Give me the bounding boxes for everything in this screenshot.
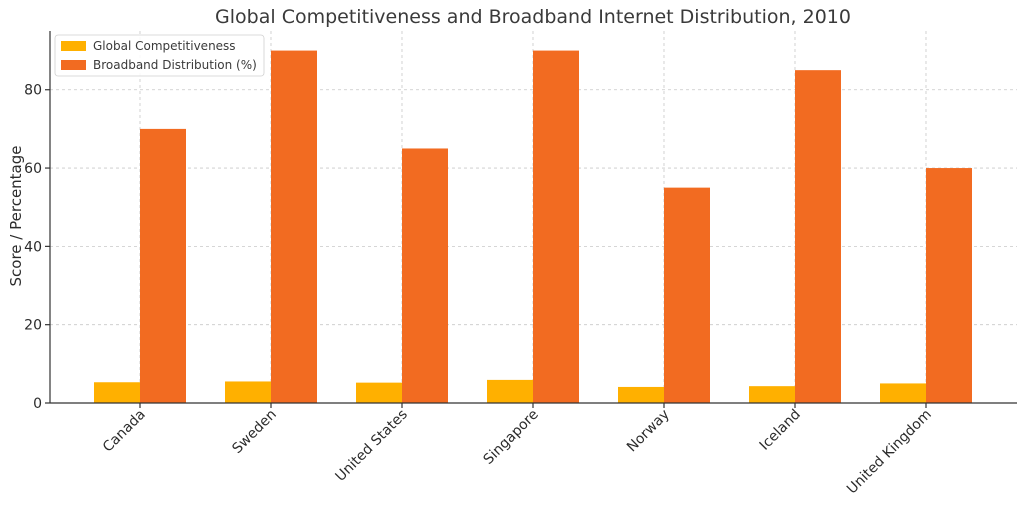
bar-competitiveness [618, 386, 664, 403]
legend-label: Global Competitiveness [93, 39, 236, 53]
x-tick-label: United States [332, 407, 410, 485]
bar-competitiveness [225, 381, 271, 403]
chart-title: Global Competitiveness and Broadband Int… [215, 6, 851, 28]
x-tick-label: Sweden [229, 407, 279, 457]
legend-swatch [61, 60, 86, 70]
x-tick-label: Norway [624, 407, 673, 456]
y-axis-label: Score / Percentage [7, 146, 25, 287]
y-tick-label: 0 [33, 396, 42, 412]
y-tick-label: 20 [24, 318, 42, 334]
bar-broadband [533, 50, 579, 403]
bar-broadband [795, 70, 841, 403]
bar-competitiveness [94, 382, 140, 403]
bar-broadband [140, 128, 186, 404]
y-tick-label: 40 [24, 239, 42, 255]
y-tick-label: 60 [24, 161, 42, 177]
legend-swatch [61, 41, 86, 51]
bar-competitiveness [487, 379, 533, 403]
legend-frame [54, 34, 265, 77]
legend: Global Competitiveness Broadband Distribu… [54, 34, 265, 77]
legend-label: Broadband Distribution (%) [93, 58, 257, 72]
x-tick-label: Iceland [757, 407, 804, 454]
x-tick-label: United Kingdom [844, 407, 935, 498]
bar-broadband [271, 50, 317, 403]
bar-broadband [926, 168, 972, 403]
bar-competitiveness [880, 383, 926, 403]
y-tick-label: 80 [24, 83, 42, 99]
bar-competitiveness [356, 382, 402, 403]
bar-broadband [402, 148, 448, 403]
bar-broadband [664, 187, 710, 403]
x-tick-label: Canada [100, 407, 149, 456]
bar-series [94, 50, 972, 404]
bar-competitiveness [749, 386, 795, 403]
x-tick-label: Singapore [481, 407, 542, 468]
